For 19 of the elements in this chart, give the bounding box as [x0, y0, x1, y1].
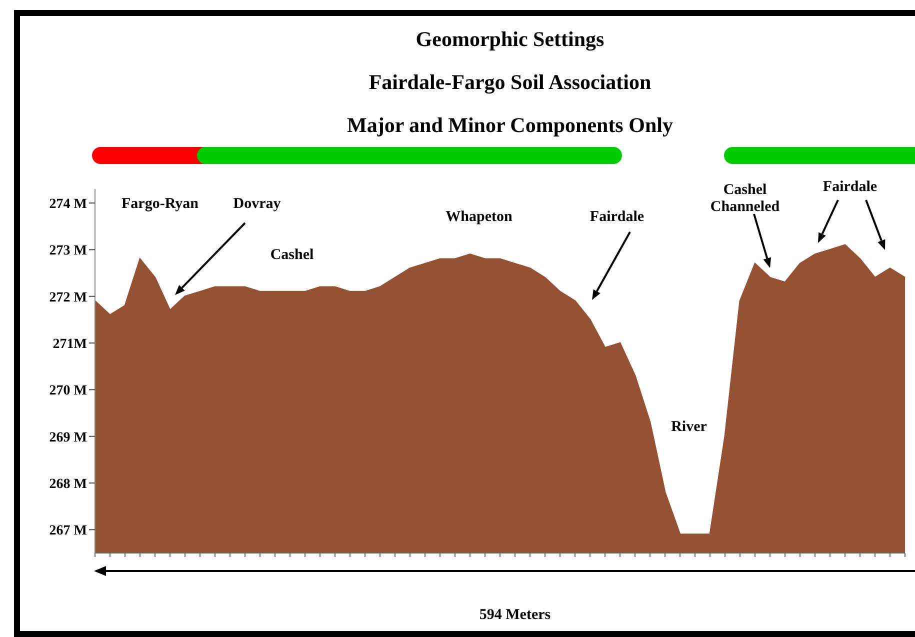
y-tick-label: 272 M: [49, 290, 87, 306]
y-tick-label: 271M: [52, 336, 87, 352]
annotation: River: [670, 419, 708, 436]
y-tick-label: 273 M: [49, 244, 87, 259]
annotation: Cashel Channeled: [709, 182, 781, 216]
y-tick-label: 268 M: [49, 476, 87, 492]
chart-subtitle: Fairdale-Fargo Soil Association Major and Minor Components Only: [346, 70, 674, 138]
annotation: Dovray: [232, 196, 282, 213]
annotation: Fargo-Ryan: [120, 196, 200, 213]
annotation: Fairdale: [822, 179, 878, 196]
y-tick-label: 269 M: [49, 430, 87, 446]
annotation: Fairdale: [588, 209, 646, 226]
y-tick-label: 274 M: [49, 196, 87, 212]
annotation: Whapeton: [444, 209, 514, 226]
annotation: Cashel: [269, 247, 315, 264]
y-tick-label: 267 M: [49, 524, 87, 539]
chart-title: Geomorphic Settings: [414, 27, 606, 52]
y-tick-label: 270 M: [49, 384, 87, 399]
x-axis-title: 594 Meters: [478, 607, 552, 624]
